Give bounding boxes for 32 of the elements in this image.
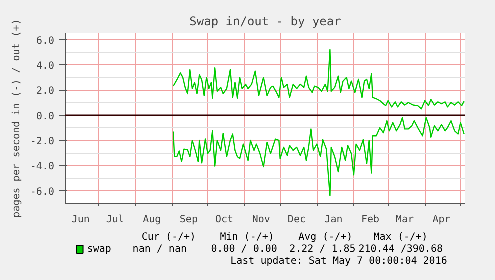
x-tick-label: Dec <box>288 214 306 226</box>
x-tick-label: Oct <box>216 214 234 226</box>
text: 0.00 / 0.00 <box>211 244 278 255</box>
x-tick-label: Jun <box>72 214 90 226</box>
text: 210.44 /390.68 <box>358 244 444 255</box>
line-series <box>172 117 465 197</box>
x-tick-label: Jul <box>106 214 124 226</box>
text: 2.22 / 1.85 <box>290 244 356 255</box>
y-tick-label: -2.0 <box>30 136 55 148</box>
legend-label: swap <box>87 244 112 255</box>
text: Last update: Sat May 7 00:00:04 2016 <box>230 256 448 267</box>
y-tick-label: 6.0 <box>36 36 54 47</box>
text: nan / nan <box>132 244 187 255</box>
text: Max (-/+) <box>374 232 428 243</box>
x-tick-label: Mar <box>396 214 414 226</box>
y-tick-label: -4.0 <box>30 162 55 173</box>
text: Cur (-/+) <box>142 232 196 243</box>
y-tick-label: 0.0 <box>36 111 54 122</box>
y-axis-title: pages per second in (-) / out (+) <box>11 19 22 218</box>
text: Avg (-/+) <box>298 232 353 243</box>
y-tick-label: 4.0 <box>36 60 54 72</box>
chart-title: Swap in/out - by year <box>190 14 342 28</box>
x-tick-label: Feb <box>362 214 380 226</box>
x-tick-label: Jan <box>324 214 343 226</box>
x-tick-label: Sep <box>180 214 198 226</box>
line-series <box>172 49 465 110</box>
text: Min (-/+) <box>220 232 274 243</box>
x-tick-label: Nov <box>252 214 270 226</box>
x-tick-label: Aug <box>143 214 162 226</box>
y-tick-label: 2.0 <box>36 86 54 98</box>
x-tick-label: Apr <box>432 214 451 226</box>
y-tick-label: -6.0 <box>30 186 55 198</box>
